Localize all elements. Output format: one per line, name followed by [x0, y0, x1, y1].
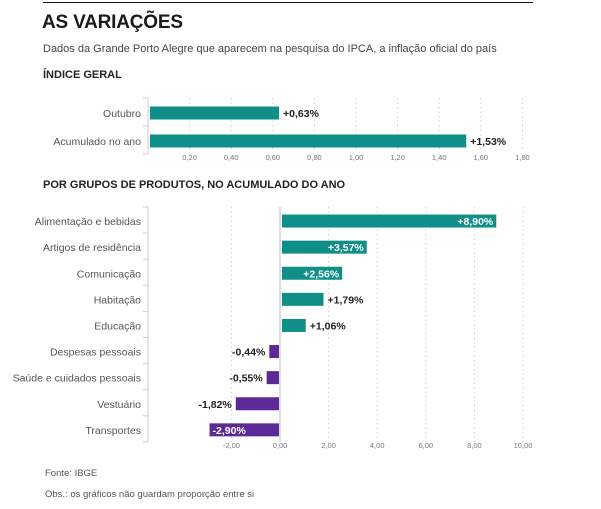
x-tick-label: 1,60 — [473, 153, 488, 162]
category-label: Despesas pessoais — [50, 347, 141, 359]
category-label: Transportes — [85, 425, 141, 437]
category-label: Habitação — [94, 294, 141, 306]
page-title: AS VARIAÇÕES — [42, 12, 183, 33]
category-label: Outubro — [103, 108, 141, 120]
proportion-note: Obs.: os gráficos não guardam proporção … — [45, 489, 255, 500]
value-label: -2,90% — [213, 425, 247, 437]
page-subtitle: Dados da Grande Porto Alegre que aparece… — [43, 43, 497, 55]
chart-1-title: ÍNDICE GERAL — [43, 69, 122, 81]
x-tick-label: 2,00 — [321, 441, 336, 450]
value-label: -0,55% — [229, 373, 263, 385]
category-label: Vestuário — [97, 399, 141, 411]
bar — [235, 397, 279, 411]
x-tick-label: -2,00 — [223, 441, 240, 450]
category-label: Acumulado no ano — [53, 136, 141, 148]
category-label: Alimentação e bebidas — [35, 216, 141, 228]
value-label: +8,90% — [457, 216, 494, 228]
source-note: Fonte: IBGE — [45, 468, 98, 479]
value-label: -0,44% — [232, 347, 266, 359]
x-tick-label: 4,00 — [370, 441, 385, 450]
bar — [282, 292, 324, 306]
value-label: +1,53% — [470, 136, 507, 148]
x-tick-label: 0,20 — [182, 153, 197, 162]
top-rule — [43, 2, 533, 3]
category-label: Saúde e cuidados pessoais — [13, 373, 141, 385]
value-label: +3,57% — [328, 242, 365, 254]
bar — [209, 423, 279, 437]
value-label: +1,06% — [310, 320, 347, 332]
value-label: -1,82% — [198, 399, 232, 411]
chart-2-title: POR GRUPOS DE PRODUTOS, NO ACUMULADO DO … — [43, 179, 346, 191]
x-tick-label: 1,20 — [390, 153, 405, 162]
bar — [282, 318, 306, 332]
value-label: +1,79% — [327, 294, 364, 306]
x-tick-label: 1,00 — [349, 153, 364, 162]
category-label: Comunicação — [77, 268, 141, 280]
bar — [282, 214, 497, 228]
value-label: +0,63% — [283, 108, 320, 120]
bar — [269, 345, 279, 359]
bar — [282, 240, 367, 254]
bar — [150, 134, 467, 148]
bar — [150, 106, 280, 120]
x-tick-label: 1,40 — [432, 153, 447, 162]
value-label: +2,56% — [303, 268, 340, 280]
x-tick-label: 1,80 — [515, 153, 530, 162]
x-tick-label: 0,60 — [265, 153, 280, 162]
x-tick-label: 6,00 — [418, 441, 433, 450]
category-label: Educação — [94, 320, 141, 332]
bar — [266, 371, 279, 385]
x-tick-label: 0,40 — [224, 153, 239, 162]
x-tick-label: 0,80 — [307, 153, 322, 162]
x-tick-label: 0,00 — [273, 441, 288, 450]
bar — [282, 266, 343, 280]
x-tick-label: 10,00 — [514, 441, 533, 450]
category-label: Artigos de residência — [43, 242, 141, 254]
x-tick-label: 8,00 — [467, 441, 482, 450]
